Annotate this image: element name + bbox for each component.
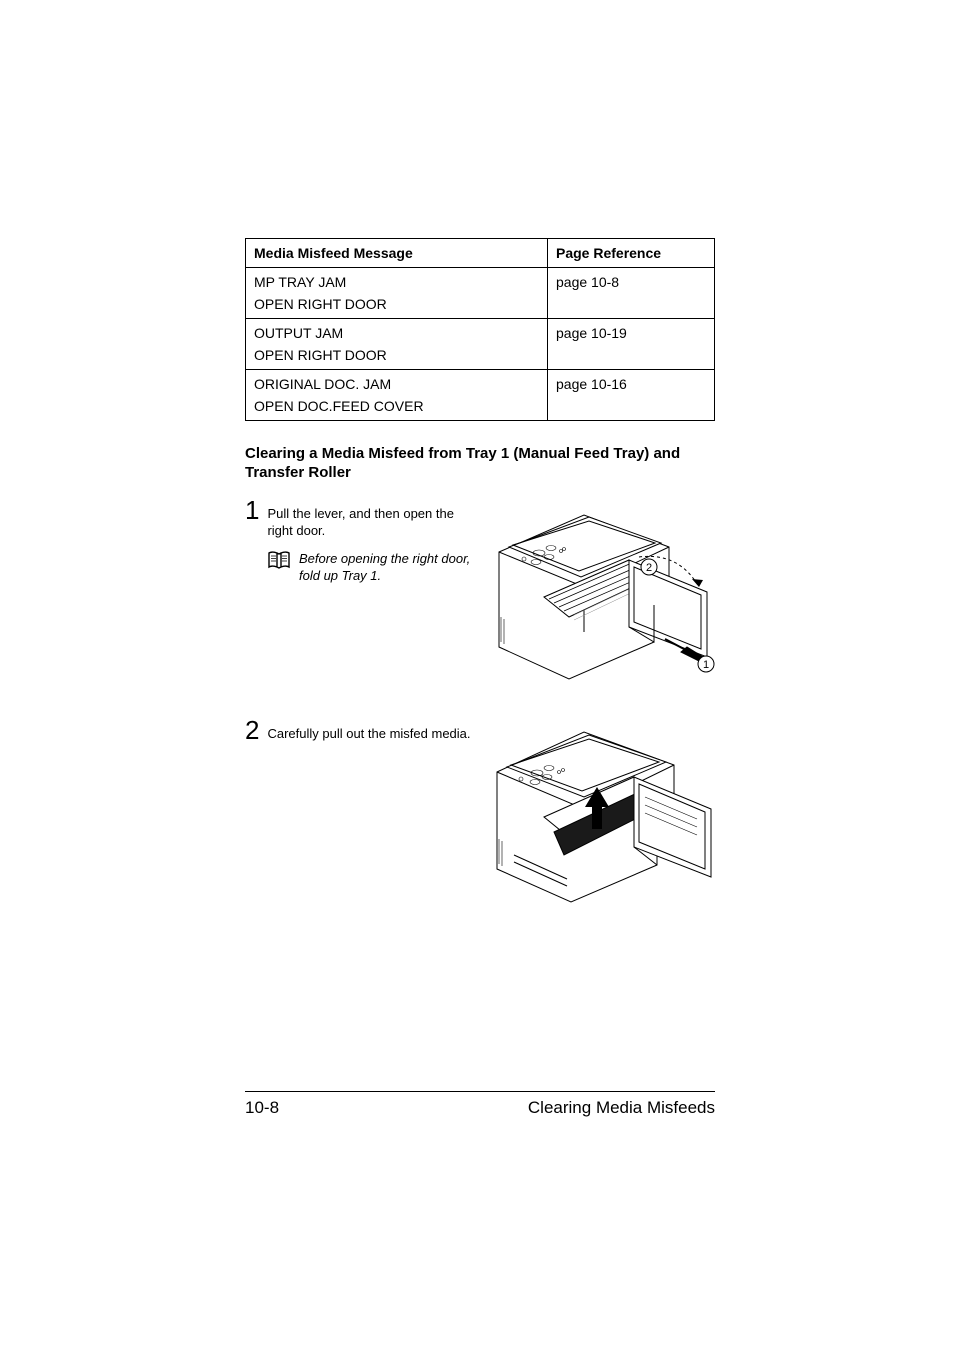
section-title: Clearing a Media Misfeed from Tray 1 (Ma… [245, 445, 715, 483]
page-ref: page 10-16 [548, 370, 715, 421]
msg-line: OPEN DOC.FEED COVER [254, 398, 539, 414]
book-note-icon [267, 550, 291, 575]
chapter-title: Clearing Media Misfeeds [528, 1098, 715, 1118]
step-number: 2 [245, 717, 259, 743]
page-ref: page 10-8 [548, 268, 715, 319]
step-text: Carefully pull out the misfed media. [267, 717, 470, 743]
page-footer: 10-8 Clearing Media Misfeeds [245, 1091, 715, 1118]
step-text: Pull the lever, and then open the right … [267, 497, 475, 540]
svg-text:2: 2 [646, 562, 652, 574]
msg-line: OPEN RIGHT DOOR [254, 296, 539, 312]
page-number: 10-8 [245, 1098, 279, 1118]
table-row: ORIGINAL DOC. JAM OPEN DOC.FEED COVER pa… [246, 370, 715, 421]
page-ref: page 10-19 [548, 319, 715, 370]
step-1: 1 Pull the lever, and then open the righ… [245, 497, 715, 687]
svg-text:1: 1 [703, 659, 709, 671]
table-row: MP TRAY JAM OPEN RIGHT DOOR page 10-8 [246, 268, 715, 319]
msg-line: ORIGINAL DOC. JAM [254, 376, 539, 392]
msg-line: MP TRAY JAM [254, 274, 539, 290]
step-note: Before opening the right door, fold up T… [299, 550, 475, 585]
step-2: 2 Carefully pull out the misfed media. [245, 717, 715, 907]
illustration-open-door: 2 1 [489, 497, 715, 687]
msg-line: OUTPUT JAM [254, 325, 539, 341]
misfeed-message-table: Media Misfeed Message Page Reference MP … [245, 238, 715, 421]
table-header-reference: Page Reference [548, 239, 715, 268]
step-number: 1 [245, 497, 259, 523]
table-header-message: Media Misfeed Message [246, 239, 548, 268]
msg-line: OPEN RIGHT DOOR [254, 347, 539, 363]
table-row: OUTPUT JAM OPEN RIGHT DOOR page 10-19 [246, 319, 715, 370]
illustration-pull-media [489, 717, 715, 907]
